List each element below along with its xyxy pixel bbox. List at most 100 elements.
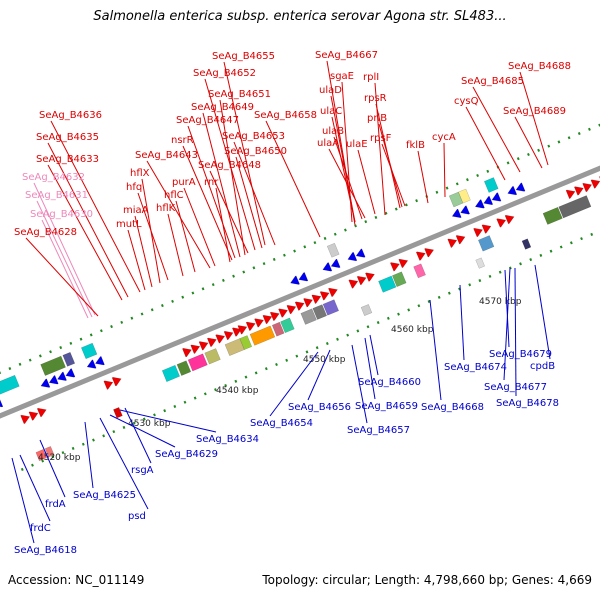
- gene-block: [356, 275, 367, 286]
- track-dot: [160, 304, 164, 308]
- gene-block: [558, 195, 592, 219]
- track-dot: [69, 341, 73, 345]
- position-tick-label: 4560 kbp: [391, 325, 434, 335]
- track-dot: [569, 241, 573, 245]
- gene-label-ulaD: ulaD: [319, 85, 342, 96]
- track-dot: [476, 173, 480, 178]
- gene-label-ulaB: ulaB: [322, 126, 344, 137]
- track-dot: [529, 258, 533, 262]
- track-dot: [140, 312, 144, 316]
- gene-label-SeAg_B4650: SeAg_B4650: [224, 146, 287, 157]
- gene-block: [298, 272, 309, 282]
- gene-block: [48, 375, 59, 385]
- gene-block: [300, 308, 317, 325]
- gene-label-SeAg_B4659: SeAg_B4659: [355, 401, 418, 412]
- track-dot: [336, 337, 339, 341]
- track-dot: [211, 283, 215, 287]
- gene-label-cpdB: cpdB: [530, 361, 555, 372]
- track-dot: [376, 321, 380, 325]
- position-tick-label: 4540 kbp: [216, 386, 259, 396]
- track-dot: [346, 333, 350, 337]
- label-leader-line: [233, 141, 276, 246]
- track-dot: [150, 308, 154, 312]
- gene-block: [496, 218, 507, 228]
- gene-block: [413, 263, 426, 279]
- track-dot: [364, 220, 368, 224]
- label-leader-line: [235, 156, 263, 249]
- gene-label-SeAg_B4628: SeAg_B4628: [14, 227, 77, 238]
- gene-label-SeAg_B4654: SeAg_B4654: [250, 418, 313, 429]
- track-dot: [374, 215, 378, 219]
- gene-block: [176, 360, 192, 376]
- gene-block: [36, 407, 47, 418]
- track-dot: [171, 299, 174, 303]
- accession-text: Accession: NC_011149: [8, 573, 145, 587]
- gene-block: [328, 287, 338, 298]
- label-leader-line: [265, 120, 321, 238]
- gene-block: [542, 206, 563, 225]
- gene-label-SeAg_B4667: SeAg_B4667: [315, 50, 378, 61]
- label-leader-line: [381, 143, 406, 207]
- gene-label-SeAg_B4633: SeAg_B4633: [36, 154, 99, 165]
- track-dot: [81, 442, 85, 446]
- gene-label-mutL: mutL: [116, 219, 142, 230]
- track-dot: [397, 312, 400, 316]
- track-dot: [49, 350, 52, 354]
- track-dot: [313, 241, 317, 245]
- gene-block: [245, 321, 256, 332]
- track-dot: [559, 245, 563, 249]
- track-dot: [31, 463, 34, 467]
- label-leader-line: [36, 200, 93, 318]
- gene-block: [40, 378, 51, 388]
- track-dot: [102, 434, 106, 438]
- track-dot: [51, 455, 55, 459]
- track-dot: [283, 253, 286, 257]
- gene-block: [204, 348, 221, 365]
- gene-block: [103, 380, 114, 390]
- label-leader-line: [25, 237, 99, 317]
- track-dot: [417, 304, 421, 308]
- label-leader-line: [33, 182, 96, 316]
- label-leader-line: [137, 192, 169, 281]
- gene-label-SeAg_B4618: SeAg_B4618: [14, 545, 77, 556]
- gene-block: [280, 317, 295, 334]
- gene-label-SeAg_B4668: SeAg_B4668: [421, 402, 484, 413]
- gene-block: [182, 348, 192, 358]
- track-dot: [323, 236, 327, 240]
- label-leader-line: [119, 409, 217, 433]
- track-dot: [407, 308, 411, 312]
- gene-label-SeAg_B4636: SeAg_B4636: [39, 110, 102, 121]
- position-tick-label: 4570 kbp: [479, 297, 522, 307]
- track-dot: [132, 421, 136, 425]
- label-leader-line: [519, 71, 549, 166]
- gene-label-SeAg_B4674: SeAg_B4674: [444, 362, 507, 373]
- label-leader-line: [357, 149, 376, 215]
- gene-block: [507, 185, 518, 196]
- gene-block: [481, 224, 492, 234]
- gene-block: [311, 294, 322, 304]
- label-leader-line: [514, 116, 543, 169]
- track-dot: [234, 379, 238, 383]
- label-leader-line: [84, 421, 94, 489]
- gene-block: [86, 359, 97, 369]
- gene-block: [111, 377, 122, 387]
- track-dot: [293, 249, 296, 253]
- label-leader-line: [215, 187, 231, 263]
- track-dot: [214, 388, 217, 392]
- track-dot: [549, 249, 553, 253]
- track-dot: [203, 392, 207, 396]
- gene-block: [347, 251, 358, 262]
- gene-block: [286, 304, 297, 315]
- gene-block: [35, 449, 48, 462]
- label-leader-line: [429, 299, 442, 401]
- track-dot: [285, 358, 289, 362]
- gene-block: [491, 192, 502, 202]
- track-dot: [61, 451, 65, 455]
- track-dot: [232, 274, 235, 278]
- track-dot: [38, 354, 42, 358]
- label-leader-line: [209, 170, 249, 254]
- track-dot: [455, 182, 459, 186]
- gene-block: [473, 227, 484, 238]
- gene-block: [573, 186, 584, 196]
- track-dot: [498, 270, 502, 274]
